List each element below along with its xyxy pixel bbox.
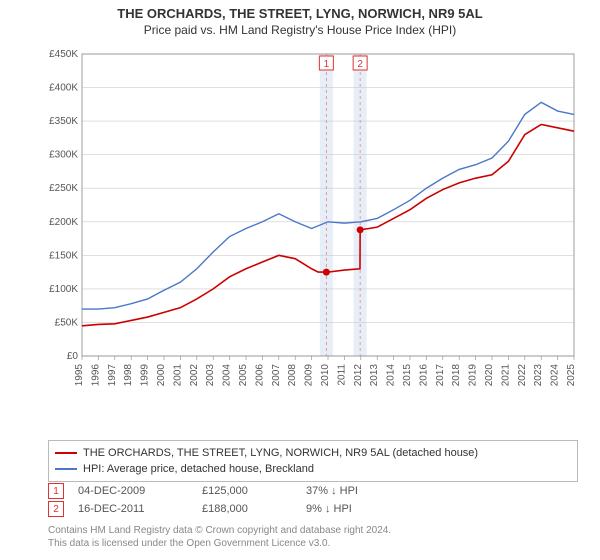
attribution-line: This data is licensed under the Open Gov… (48, 537, 391, 550)
sales-table: 1 04-DEC-2009 £125,000 37% ↓ HPI 2 16-DE… (48, 482, 396, 518)
sale-price: £125,000 (202, 485, 292, 497)
sale-date: 16-DEC-2011 (78, 503, 188, 515)
svg-text:2023: 2023 (533, 364, 544, 387)
svg-text:1997: 1997 (107, 364, 118, 387)
svg-text:2019: 2019 (468, 364, 479, 387)
svg-text:2004: 2004 (222, 364, 233, 387)
svg-text:£450K: £450K (49, 49, 78, 60)
svg-text:£300K: £300K (49, 150, 78, 161)
svg-text:1998: 1998 (123, 364, 134, 387)
title-block: THE ORCHARDS, THE STREET, LYNG, NORWICH,… (0, 0, 600, 37)
legend: THE ORCHARDS, THE STREET, LYNG, NORWICH,… (48, 440, 578, 482)
svg-text:2008: 2008 (287, 364, 298, 387)
svg-text:2022: 2022 (517, 364, 528, 387)
attribution: Contains HM Land Registry data © Crown c… (48, 524, 391, 550)
sale-price: £188,000 (202, 503, 292, 515)
svg-text:1995: 1995 (74, 364, 85, 387)
legend-label: THE ORCHARDS, THE STREET, LYNG, NORWICH,… (83, 447, 478, 459)
svg-text:2016: 2016 (418, 364, 429, 387)
svg-text:£150K: £150K (49, 250, 78, 261)
svg-text:1996: 1996 (90, 364, 101, 387)
chart-area: £0 £50K £100K £150K £200K £250K £300K £350K £400… (48, 48, 578, 398)
svg-text:2020: 2020 (484, 364, 495, 387)
legend-label: HPI: Average price, detached house, Brec… (83, 463, 314, 475)
svg-text:2011: 2011 (336, 364, 347, 386)
svg-text:2000: 2000 (156, 364, 167, 387)
svg-text:2009: 2009 (304, 364, 315, 387)
svg-text:2015: 2015 (402, 364, 413, 387)
svg-text:2010: 2010 (320, 364, 331, 387)
svg-text:2005: 2005 (238, 364, 249, 387)
svg-text:2007: 2007 (271, 364, 282, 387)
svg-text:£50K: £50K (55, 317, 79, 328)
svg-text:2024: 2024 (550, 364, 561, 387)
svg-text:1999: 1999 (140, 364, 151, 387)
svg-text:2025: 2025 (566, 364, 577, 387)
svg-text:1: 1 (324, 59, 330, 70)
svg-text:2: 2 (357, 59, 363, 70)
sale-diff: 37% ↓ HPI (306, 485, 396, 497)
sale-marker-icon: 1 (48, 483, 64, 499)
sale-date: 04-DEC-2009 (78, 485, 188, 497)
svg-text:2012: 2012 (353, 364, 364, 387)
svg-text:£400K: £400K (49, 83, 78, 94)
sale-marker-icon: 2 (48, 501, 64, 517)
svg-text:2021: 2021 (500, 364, 511, 387)
legend-item: THE ORCHARDS, THE STREET, LYNG, NORWICH,… (55, 445, 571, 461)
chart-title: THE ORCHARDS, THE STREET, LYNG, NORWICH,… (0, 6, 600, 21)
sales-row: 2 16-DEC-2011 £188,000 9% ↓ HPI (48, 500, 396, 518)
svg-text:2014: 2014 (386, 364, 397, 387)
svg-text:£350K: £350K (49, 116, 78, 127)
legend-swatch (55, 468, 77, 470)
sales-row: 1 04-DEC-2009 £125,000 37% ↓ HPI (48, 482, 396, 500)
svg-text:2003: 2003 (205, 364, 216, 387)
svg-text:£0: £0 (67, 351, 79, 362)
svg-text:2018: 2018 (451, 364, 462, 387)
line-chart: £0 £50K £100K £150K £200K £250K £300K £350K £400… (48, 48, 578, 398)
svg-text:2017: 2017 (435, 364, 446, 387)
sale-diff: 9% ↓ HPI (306, 503, 396, 515)
legend-swatch (55, 452, 77, 454)
legend-item: HPI: Average price, detached house, Brec… (55, 461, 571, 477)
svg-text:2002: 2002 (189, 364, 200, 387)
attribution-line: Contains HM Land Registry data © Crown c… (48, 524, 391, 537)
svg-text:£200K: £200K (49, 217, 78, 228)
svg-text:£250K: £250K (49, 183, 78, 194)
svg-text:£100K: £100K (49, 284, 78, 295)
svg-text:2006: 2006 (254, 364, 265, 387)
svg-text:2001: 2001 (172, 364, 183, 387)
svg-text:2013: 2013 (369, 364, 380, 387)
chart-subtitle: Price paid vs. HM Land Registry's House … (0, 23, 600, 37)
